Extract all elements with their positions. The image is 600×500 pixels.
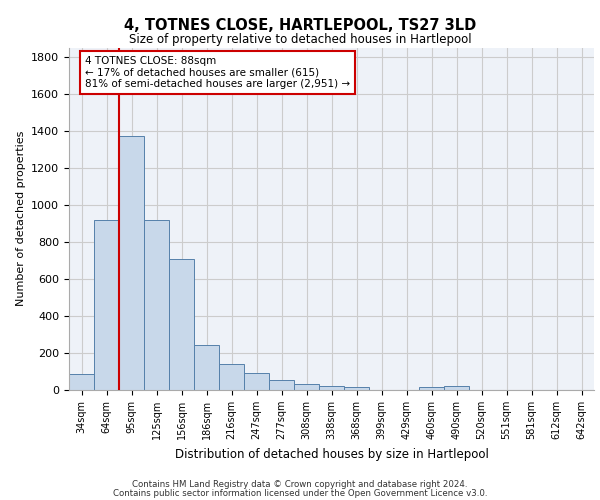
Bar (344, 387, 369, 390)
Bar (244, 374, 269, 390)
Bar (69, 374, 94, 390)
Text: Size of property relative to detached houses in Hartlepool: Size of property relative to detached ho… (128, 32, 472, 46)
Text: Contains HM Land Registry data © Crown copyright and database right 2024.: Contains HM Land Registry data © Crown c… (132, 480, 468, 489)
Bar (94, 220, 119, 390)
Bar (119, 136, 144, 390)
Y-axis label: Number of detached properties: Number of detached properties (16, 131, 26, 306)
Text: Contains public sector information licensed under the Open Government Licence v3: Contains public sector information licen… (113, 488, 487, 498)
Bar (144, 220, 169, 390)
Bar (294, 384, 319, 390)
Bar (219, 364, 244, 390)
Bar (319, 386, 344, 390)
Text: 4 TOTNES CLOSE: 88sqm
← 17% of detached houses are smaller (615)
81% of semi-det: 4 TOTNES CLOSE: 88sqm ← 17% of detached … (85, 56, 350, 90)
Bar (419, 387, 444, 390)
Bar (169, 258, 194, 390)
X-axis label: Distribution of detached houses by size in Hartlepool: Distribution of detached houses by size … (175, 448, 488, 460)
Bar (269, 380, 294, 390)
Text: 4, TOTNES CLOSE, HARTLEPOOL, TS27 3LD: 4, TOTNES CLOSE, HARTLEPOOL, TS27 3LD (124, 18, 476, 32)
Bar (444, 386, 469, 390)
Bar (194, 344, 219, 390)
